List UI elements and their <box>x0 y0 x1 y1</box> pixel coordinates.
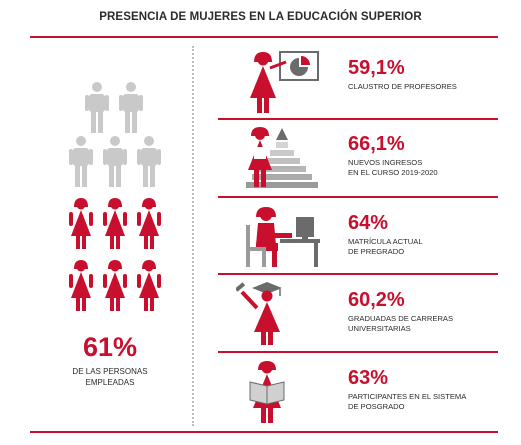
student-computer-icon <box>246 207 320 267</box>
undergrad-label-line2: DE PREGRADO <box>348 247 405 256</box>
graduates-label-line2: UNIVERSITARIAS <box>348 324 411 333</box>
faculty-label: CLAUSTRO DE PROFESORES <box>348 82 498 92</box>
man-icon <box>69 136 93 187</box>
row-divider <box>218 118 498 120</box>
stat-row-faculty: 59,1% CLAUSTRO DE PROFESORES <box>218 46 498 118</box>
new-admissions-label-line1: NUEVOS INGRESOS <box>348 158 423 167</box>
faculty-percent: 59,1% <box>348 57 405 79</box>
woman-icon <box>137 198 161 249</box>
employed-label-line2: EMPLEADAS <box>85 378 135 387</box>
employed-label-line1: DE LAS PERSONAS <box>72 367 148 376</box>
new-admissions-label: NUEVOS INGRESOS EN EL CURSO 2019-2020 <box>348 158 498 178</box>
woman-icon <box>69 260 93 311</box>
stat-row-graduates: 60,2% GRADUADAS DE CARRERAS UNIVERSITARI… <box>218 278 498 350</box>
stat-row-postgraduate: 63% PARTICIPANTES EN EL SISTEMA DE POSGR… <box>218 356 498 428</box>
undergrad-label: MATRÍCULA ACTUAL DE PREGRADO <box>348 237 498 257</box>
faculty-label-line1: CLAUSTRO DE PROFESORES <box>348 82 457 91</box>
postgraduate-label: PARTICIPANTES EN EL SISTEMA DE POSGRADO <box>348 392 498 412</box>
man-icon <box>119 82 143 133</box>
top-rule <box>30 36 498 38</box>
infographic-title: PRESENCIA DE MUJERES EN LA EDUCACIÓN SUP… <box>99 11 422 23</box>
employed-stat: 61% DE LAS PERSONAS EMPLEADAS <box>40 330 180 388</box>
dotted-divider <box>192 46 194 426</box>
graduates-percent: 60,2% <box>348 289 405 311</box>
postgraduate-label-line2: DE POSGRADO <box>348 402 405 411</box>
employed-pictogram <box>60 82 180 322</box>
employed-percent: 61% <box>82 332 138 362</box>
woman-icon <box>103 260 127 311</box>
row-divider <box>218 351 498 353</box>
man-icon <box>103 136 127 187</box>
graduate-icon <box>236 282 282 345</box>
undergrad-percent: 64% <box>348 212 389 234</box>
woman-icon <box>137 260 161 311</box>
postgraduate-percent: 63% <box>348 367 389 389</box>
row-divider <box>218 273 498 275</box>
woman-icon <box>69 198 93 249</box>
teacher-presentation-icon <box>250 51 319 113</box>
row-divider <box>218 196 498 198</box>
woman-icon <box>103 198 127 249</box>
new-admissions-label-line2: EN EL CURSO 2019-2020 <box>348 168 438 177</box>
stat-row-new-admissions: 66,1% NUEVOS INGRESOS EN EL CURSO 2019-2… <box>218 122 498 194</box>
new-admissions-percent: 66,1% <box>348 133 405 155</box>
reader-icon <box>249 361 285 423</box>
student-stairs-icon <box>246 127 318 188</box>
graduates-label-line1: GRADUADAS DE CARRERAS <box>348 314 454 323</box>
graduates-label: GRADUADAS DE CARRERAS UNIVERSITARIAS <box>348 314 498 334</box>
undergrad-label-line1: MATRÍCULA ACTUAL <box>348 237 423 246</box>
man-icon <box>85 82 109 133</box>
stat-row-undergrad: 64% MATRÍCULA ACTUAL DE PREGRADO <box>218 201 498 273</box>
bottom-rule <box>30 431 498 433</box>
man-icon <box>137 136 161 187</box>
postgraduate-label-line1: PARTICIPANTES EN EL SISTEMA <box>348 392 467 401</box>
